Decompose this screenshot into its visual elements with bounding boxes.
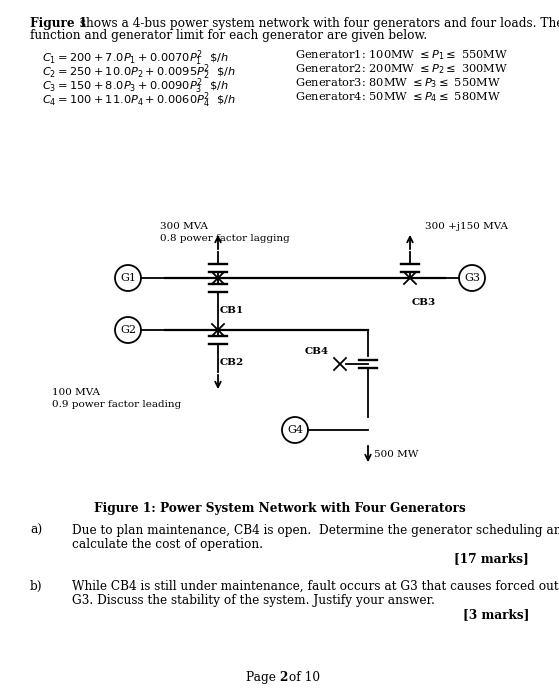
Text: CB4: CB4 [305, 347, 329, 356]
Text: function and generator limit for each generator are given below.: function and generator limit for each ge… [30, 29, 427, 42]
Text: Figure 1: Figure 1 [30, 17, 87, 30]
Text: $C_3 = 150 + 8.0P_3 + 0.0090P_3^2\ \ \$/h$: $C_3 = 150 + 8.0P_3 + 0.0090P_3^2\ \ \$/… [42, 76, 229, 96]
Text: G1: G1 [120, 273, 136, 283]
Text: [17 marks]: [17 marks] [454, 552, 529, 565]
Text: Generator1: 100MW $\leq P_1 \leq$ 550MW: Generator1: 100MW $\leq P_1 \leq$ 550MW [295, 48, 508, 62]
Text: [3 marks]: [3 marks] [463, 608, 529, 621]
Text: 500 MW: 500 MW [374, 450, 418, 459]
Text: $C_1 = 200 + 7.0P_1 + 0.0070P_1^2\ \ \$/h$: $C_1 = 200 + 7.0P_1 + 0.0070P_1^2\ \ \$/… [42, 48, 229, 68]
Text: Page: Page [246, 671, 280, 684]
Text: CB3: CB3 [412, 298, 436, 307]
Text: $C_4 = 100 + 11.0P_4 + 0.0060P_4^2\ \ \$/h$: $C_4 = 100 + 11.0P_4 + 0.0060P_4^2\ \ \$… [42, 90, 236, 110]
Text: 2: 2 [280, 671, 288, 684]
Text: 300 +j150 MVA: 300 +j150 MVA [425, 222, 508, 231]
Text: shows a 4-bus power system network with four generators and four loads. The cost: shows a 4-bus power system network with … [76, 17, 559, 30]
Text: calculate the cost of operation.: calculate the cost of operation. [72, 538, 263, 551]
Text: b): b) [30, 580, 42, 593]
Text: G3: G3 [464, 273, 480, 283]
Text: of 10: of 10 [285, 671, 320, 684]
Text: CB2: CB2 [220, 358, 244, 367]
Text: Due to plan maintenance, CB4 is open.  Determine the generator scheduling and: Due to plan maintenance, CB4 is open. De… [72, 524, 559, 537]
Text: Figure 1: Power System Network with Four Generators: Figure 1: Power System Network with Four… [93, 502, 466, 515]
Text: While CB4 is still under maintenance, fault occurs at G3 that causes forced outa: While CB4 is still under maintenance, fa… [72, 580, 559, 593]
Text: Generator3: 80MW $\leq P_3 \leq$ 550MW: Generator3: 80MW $\leq P_3 \leq$ 550MW [295, 76, 501, 90]
Text: G3. Discuss the stability of the system. Justify your answer.: G3. Discuss the stability of the system.… [72, 594, 435, 607]
Text: 300 MVA
0.8 power factor lagging: 300 MVA 0.8 power factor lagging [160, 222, 290, 243]
Text: CB1: CB1 [220, 306, 244, 315]
Text: Generator4: 50MW $\leq P_4 \leq$ 580MW: Generator4: 50MW $\leq P_4 \leq$ 580MW [295, 90, 501, 104]
Text: G2: G2 [120, 325, 136, 335]
Text: G4: G4 [287, 425, 303, 435]
Text: $C_2 = 250 + 10.0P_2 + 0.0095P_2^2\ \ \$/h$: $C_2 = 250 + 10.0P_2 + 0.0095P_2^2\ \ \$… [42, 62, 236, 82]
Text: a): a) [30, 524, 42, 537]
Text: 100 MVA
0.9 power factor leading: 100 MVA 0.9 power factor leading [52, 388, 181, 409]
Text: Generator2: 200MW $\leq P_2 \leq$ 300MW: Generator2: 200MW $\leq P_2 \leq$ 300MW [295, 62, 508, 76]
